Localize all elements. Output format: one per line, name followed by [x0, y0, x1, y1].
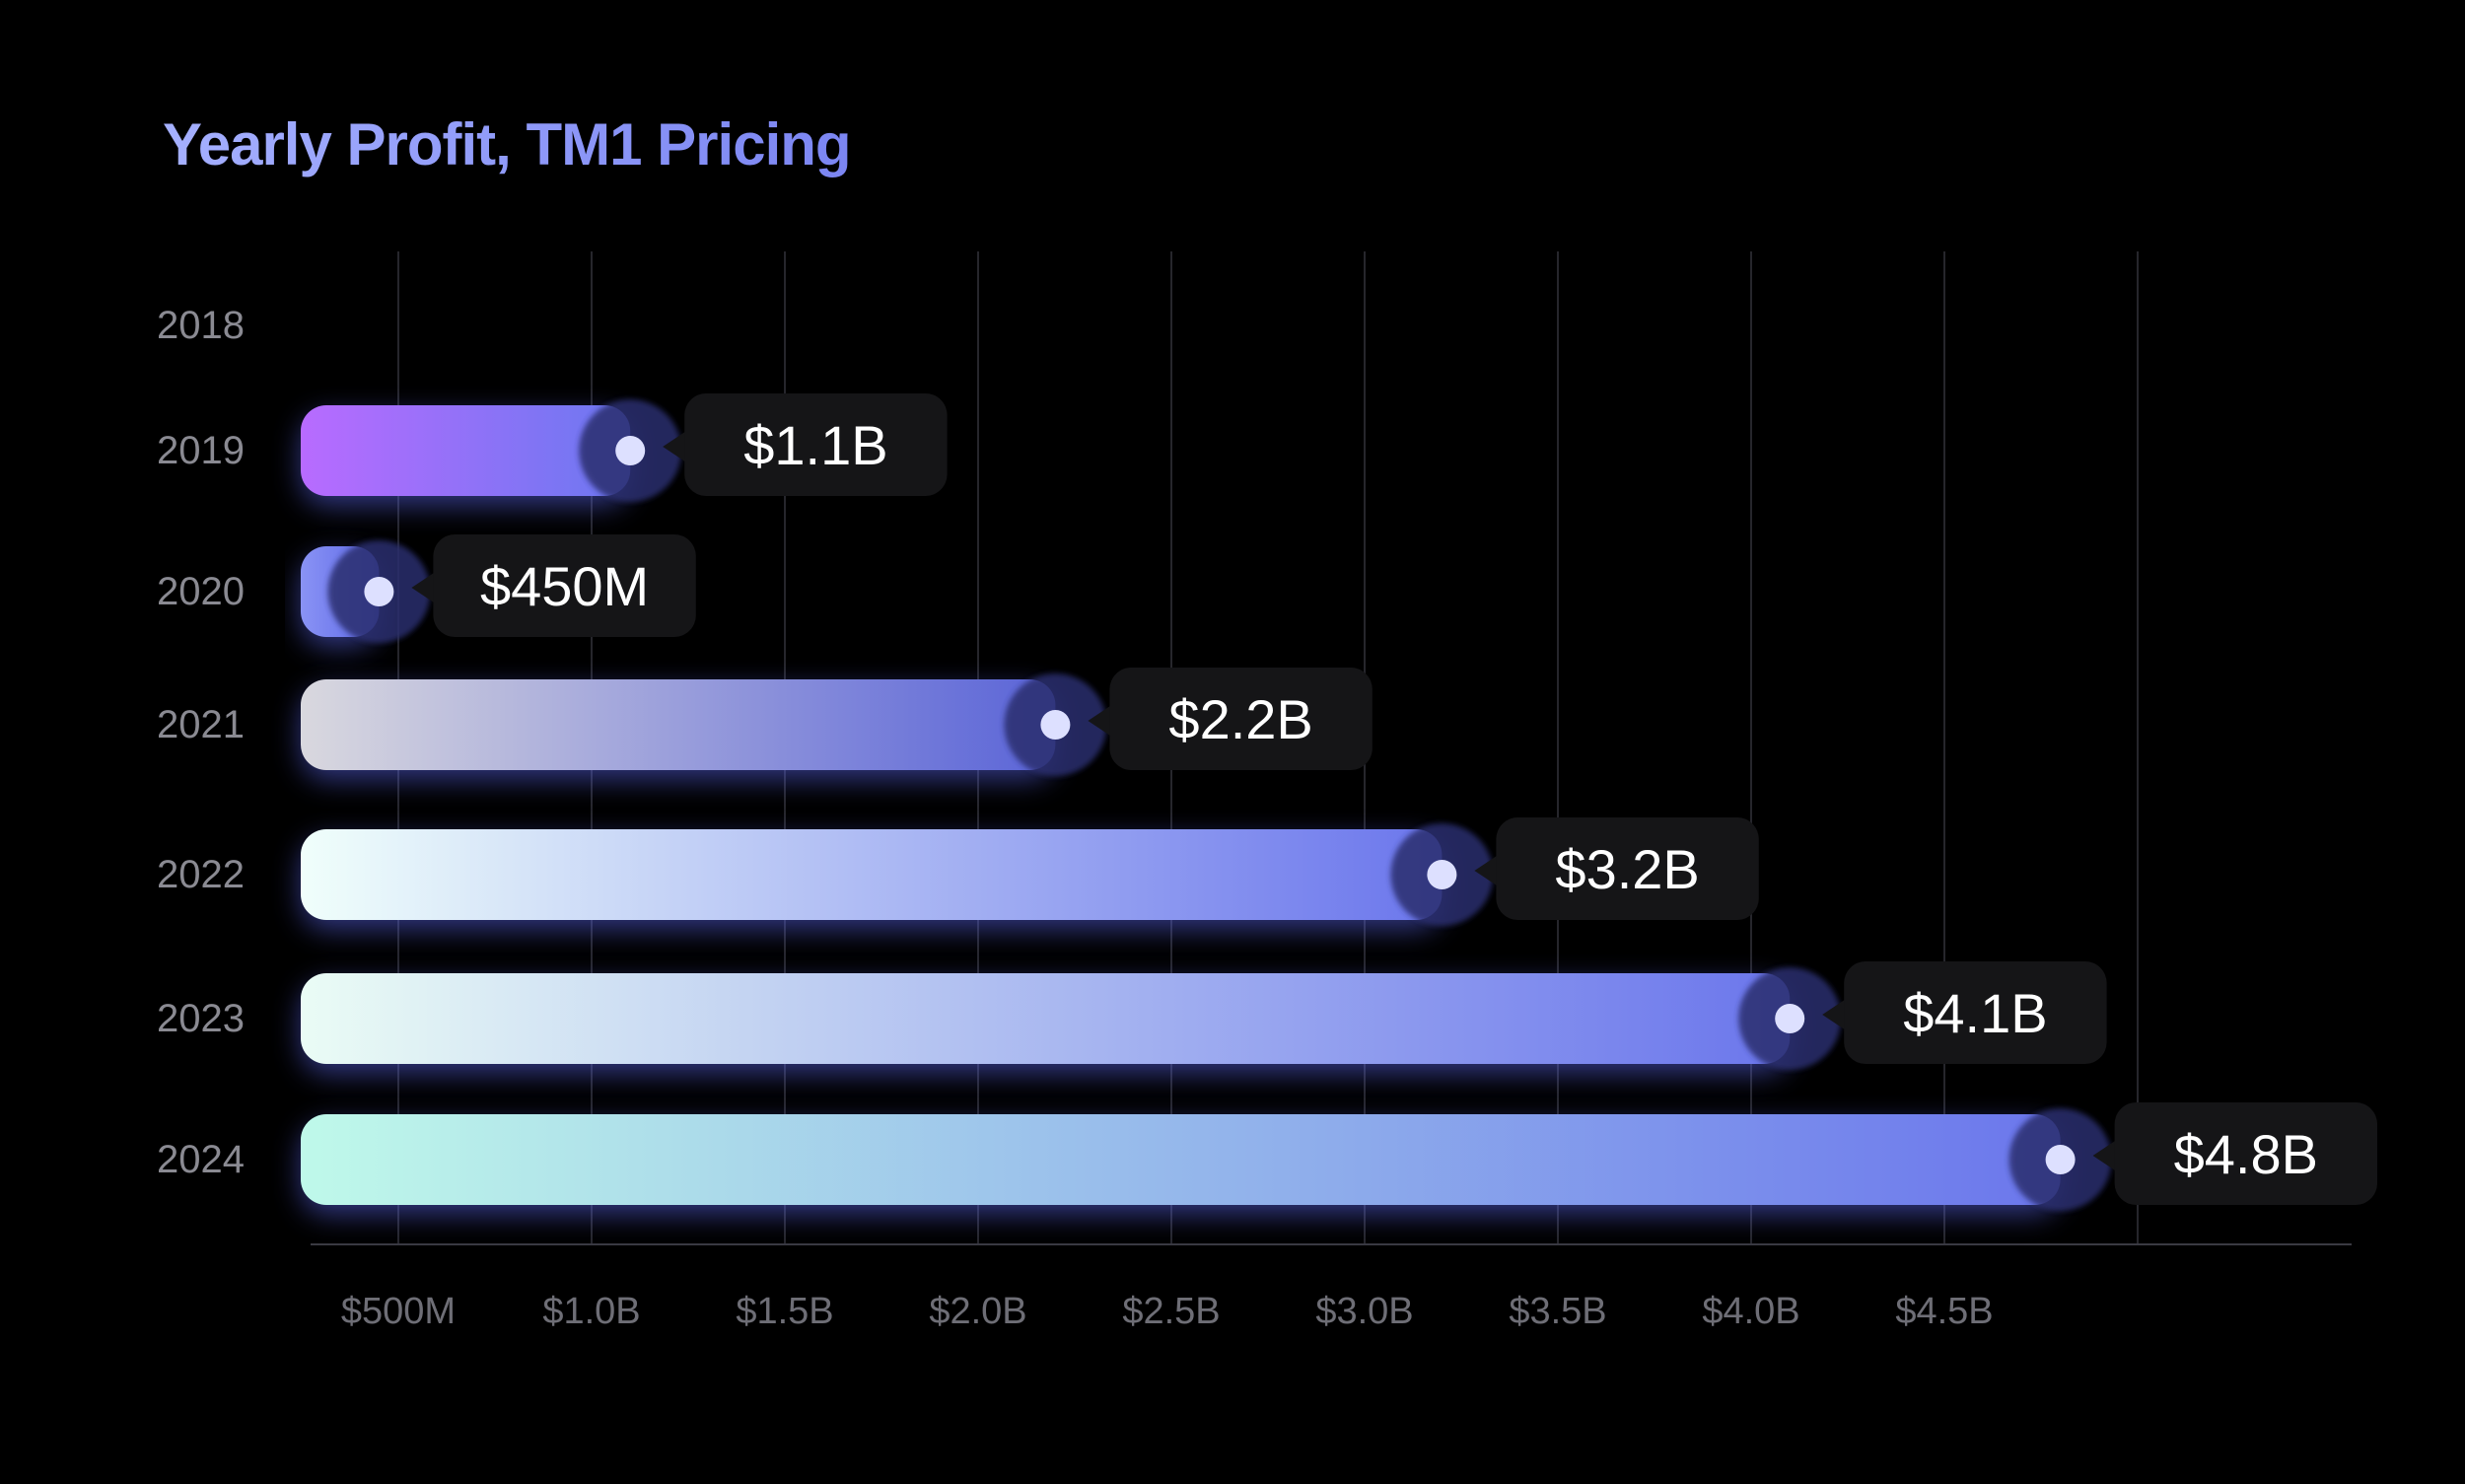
y-category-label: 2019	[157, 429, 245, 472]
x-tick-label: $2.0B	[929, 1291, 1026, 1332]
bar[interactable]	[301, 679, 1056, 770]
chart-title: Yearly Profit, TM1 Pricing	[163, 111, 852, 177]
value-label: $3.2B	[1555, 838, 1699, 900]
callout-box	[2114, 1102, 2377, 1205]
callout-pointer	[1822, 999, 1847, 1030]
bar-end-dot	[1775, 1004, 1805, 1033]
value-callout: $4.1B	[1822, 961, 2107, 1064]
value-label: $2.2B	[1168, 688, 1312, 750]
y-category-label: 2021	[157, 703, 245, 746]
value-callout: $450M	[411, 534, 696, 637]
x-tick-label: $1.5B	[736, 1291, 833, 1332]
callout-box	[1496, 817, 1759, 920]
bar-end-dot	[1427, 860, 1457, 889]
value-callout: $4.8B	[2092, 1102, 2377, 1205]
value-callout: $1.1B	[663, 393, 948, 496]
bar[interactable]	[301, 829, 1443, 920]
callout-box	[433, 534, 696, 637]
callout-pointer	[411, 572, 436, 603]
callout-pointer	[1474, 855, 1499, 886]
bar-end-dot	[615, 436, 646, 465]
value-callout: $3.2B	[1474, 817, 1759, 920]
value-label: $4.8B	[2174, 1123, 2318, 1185]
x-tick-label: $4.0B	[1702, 1291, 1799, 1332]
callout-pointer	[1088, 705, 1112, 737]
y-category-label: 2018	[157, 304, 245, 347]
x-tick-label: $1.0B	[542, 1291, 640, 1332]
value-label: $4.1B	[1903, 982, 2047, 1044]
x-tick-label: $3.0B	[1315, 1291, 1413, 1332]
value-label: $1.1B	[743, 414, 887, 476]
y-category-label: 2022	[157, 853, 245, 896]
bar-end-dot	[1040, 710, 1071, 740]
y-category-label: 2023	[157, 997, 245, 1040]
callout-box	[684, 393, 948, 496]
bar[interactable]	[301, 405, 631, 496]
x-tick-label: $3.5B	[1509, 1291, 1606, 1332]
y-category-label: 2024	[157, 1138, 245, 1181]
callout-pointer	[2092, 1140, 2117, 1171]
x-tick-label: $4.5B	[1895, 1291, 1993, 1332]
value-label: $450M	[480, 555, 649, 617]
x-tick-label: $500M	[341, 1291, 456, 1332]
bar[interactable]	[301, 973, 1791, 1064]
callout-pointer	[663, 431, 687, 462]
x-tick-label: $2.5B	[1122, 1291, 1220, 1332]
y-category-label: 2020	[157, 570, 245, 613]
value-callout: $2.2B	[1088, 668, 1373, 770]
callout-box	[1109, 668, 1373, 770]
bar[interactable]	[301, 1114, 2061, 1205]
bar-end-dot	[2045, 1145, 2076, 1174]
callout-box	[1844, 961, 2107, 1064]
bar-end-dot	[364, 577, 394, 606]
